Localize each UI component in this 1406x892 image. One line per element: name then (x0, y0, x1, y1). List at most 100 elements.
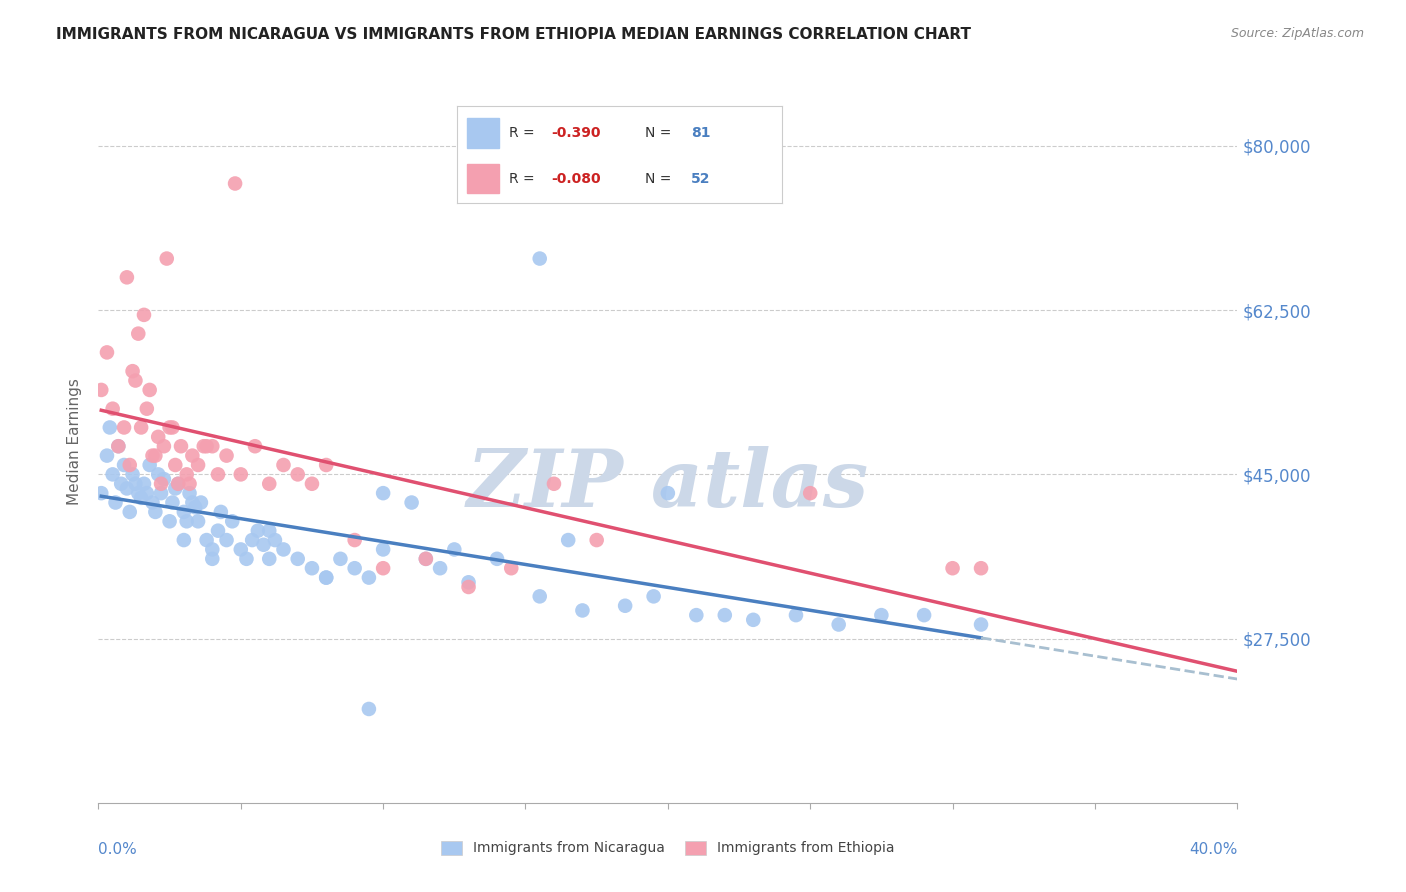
Point (98, 420, 121, 434)
Point (201, 439, 224, 453)
Point (138, 458, 160, 472)
Point (970, 561, 993, 575)
Point (315, 571, 337, 585)
Point (264, 533, 287, 547)
Point (585, 533, 607, 547)
Point (201, 542, 224, 557)
Point (112, 420, 135, 434)
Point (529, 590, 551, 604)
Point (195, 439, 218, 453)
Point (121, 467, 143, 482)
Point (156, 252, 179, 266)
Point (159, 514, 181, 528)
Point (187, 458, 209, 472)
Point (643, 590, 665, 604)
Point (443, 542, 465, 557)
Point (127, 486, 149, 500)
Point (685, 608, 707, 623)
Text: IMMIGRANTS FROM NICARAGUA VS IMMIGRANTS FROM ETHIOPIA MEDIAN EARNINGS CORRELATIO: IMMIGRANTS FROM NICARAGUA VS IMMIGRANTS … (56, 27, 972, 42)
Point (401, 495, 423, 509)
Point (115, 270, 138, 285)
Point (657, 486, 679, 500)
Point (176, 467, 198, 482)
Point (138, 383, 160, 397)
Point (112, 458, 135, 472)
Point (207, 467, 229, 482)
Point (167, 476, 190, 491)
Point (193, 439, 215, 453)
Point (343, 533, 366, 547)
Point (90, 383, 112, 397)
Point (742, 613, 765, 627)
Point (209, 505, 232, 519)
Point (96, 449, 118, 463)
Point (571, 603, 593, 617)
Point (246, 524, 269, 538)
Point (181, 495, 204, 509)
Point (240, 533, 263, 547)
Point (315, 571, 337, 585)
Point (129, 420, 152, 434)
Point (457, 580, 479, 594)
Point (207, 524, 229, 538)
Point (124, 374, 146, 388)
Text: 0.0%: 0.0% (98, 842, 138, 856)
Point (235, 551, 257, 566)
Point (176, 514, 198, 528)
Point (141, 449, 163, 463)
Point (357, 571, 380, 585)
Point (273, 542, 295, 557)
Point (273, 458, 295, 472)
Point (614, 599, 637, 613)
Point (799, 486, 821, 500)
Point (201, 551, 224, 566)
Point (190, 495, 212, 509)
Text: Source: ZipAtlas.com: Source: ZipAtlas.com (1230, 27, 1364, 40)
Point (145, 449, 167, 463)
Point (259, 524, 281, 538)
Text: 40.0%: 40.0% (1189, 842, 1237, 856)
Point (127, 326, 149, 341)
Point (287, 551, 309, 566)
Point (343, 561, 366, 575)
Y-axis label: Median Earnings: Median Earnings (67, 378, 83, 505)
Point (259, 551, 281, 566)
Point (184, 500, 207, 515)
Point (315, 458, 337, 472)
Point (129, 491, 152, 505)
Point (150, 476, 173, 491)
Point (107, 439, 129, 453)
Point (785, 608, 807, 623)
Point (287, 467, 309, 482)
Point (96, 345, 118, 359)
Point (373, 486, 395, 500)
Point (457, 575, 479, 590)
Point (215, 449, 238, 463)
Point (165, 458, 187, 472)
Point (912, 608, 935, 623)
Point (181, 449, 204, 463)
Point (179, 486, 201, 500)
Point (252, 538, 274, 552)
Point (429, 561, 451, 575)
Point (179, 476, 201, 491)
Point (118, 458, 141, 472)
Point (373, 561, 395, 575)
Point (243, 439, 266, 453)
Point (153, 472, 176, 486)
Point (115, 482, 138, 496)
Point (501, 561, 523, 575)
Point (543, 476, 565, 491)
Point (132, 476, 155, 491)
Point (173, 505, 195, 519)
Point (159, 420, 181, 434)
Point (170, 439, 193, 453)
Point (150, 486, 173, 500)
Point (135, 401, 157, 416)
Point (90, 486, 112, 500)
Point (101, 467, 124, 482)
Point (153, 439, 176, 453)
Point (104, 495, 127, 509)
Point (486, 551, 509, 566)
Point (141, 495, 163, 509)
